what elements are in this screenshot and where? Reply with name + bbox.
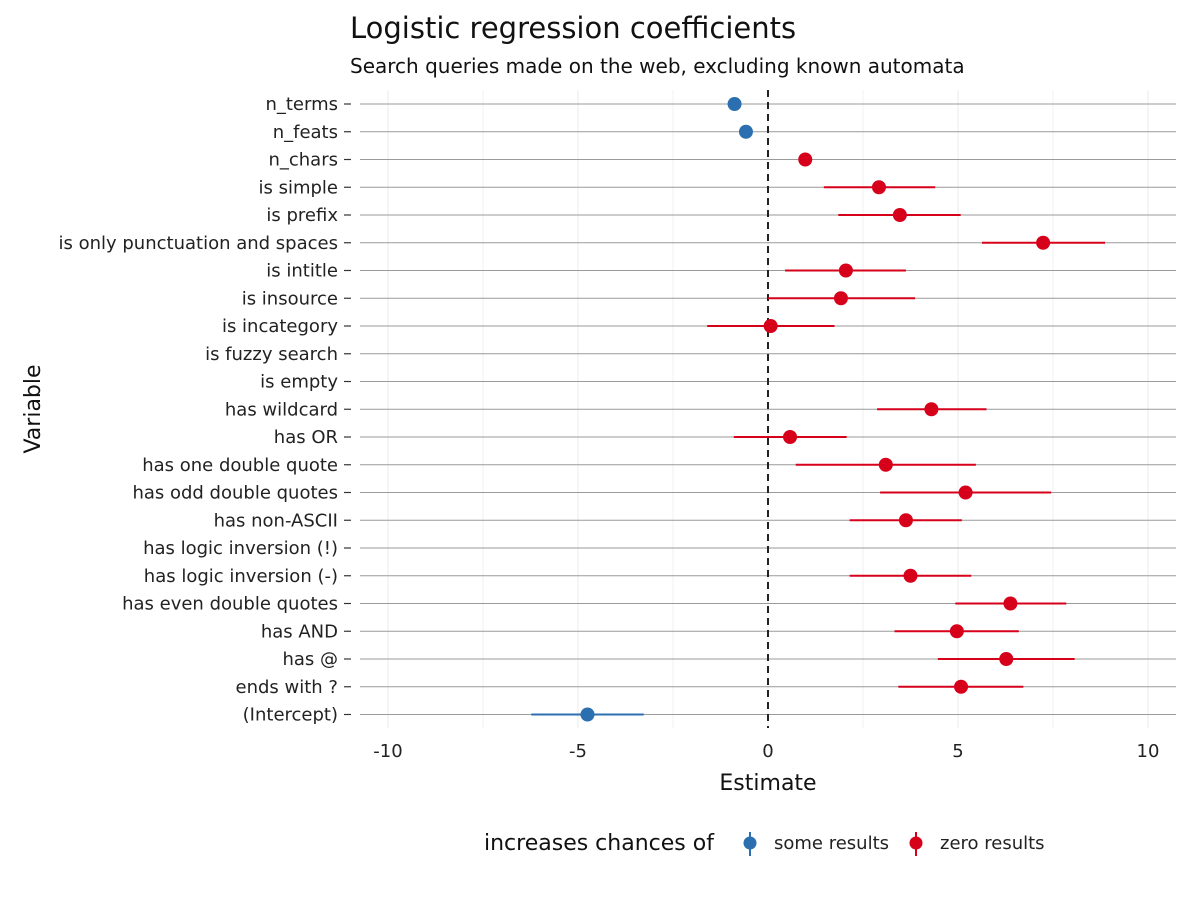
estimate-point [903,568,918,583]
legend-key-point-some-results [743,836,757,850]
estimate-point [763,319,778,333]
legend-item-some-results: some results [743,832,889,856]
estimate-point [798,152,813,167]
y-tick-label: has wildcard [225,399,338,420]
estimate-point [892,208,907,222]
y-tick-label: is insource [242,288,338,309]
chart-title: Logistic regression coefficients [350,11,796,45]
estimate-point [949,624,964,639]
y-tick-label: has logic inversion (-) [144,566,338,587]
estimate-point [580,707,595,722]
x-axis-title: Estimate [719,771,816,796]
y-tick-label: n_feats [273,122,338,143]
estimate-point [1036,235,1051,250]
points [580,97,1051,722]
y-tick-label: is empty [260,372,338,393]
legend-label-zero-results: zero results [940,833,1045,854]
estimate-point [871,180,886,195]
y-axis-title: Variable [21,364,46,453]
x-axis-labels: -10 -5 0 5 10 [373,741,1159,762]
estimate-point [1003,596,1018,611]
x-tick-label: 10 [1137,741,1160,762]
y-tick-label: ends with ? [236,677,338,698]
legend-label-some-results: some results [774,833,889,854]
y-tick-label: (Intercept) [243,705,338,726]
y-tick-label: n_terms [265,94,338,115]
y-tick-label: has even double quotes [122,594,338,615]
x-tick-label: -10 [373,741,402,762]
x-tick-label: -5 [569,741,587,762]
y-tick-label: is prefix [266,205,338,226]
estimate-point [958,485,973,500]
y-tick-label: is simple [258,177,338,198]
y-tick-label: is intitle [266,261,338,282]
estimate-point [999,652,1014,666]
y-tick-label: is fuzzy search [205,344,338,365]
x-tick-label: 5 [952,741,963,762]
y-tick-label: n_chars [268,150,338,171]
y-tick-label: is only punctuation and spaces [58,233,338,254]
y-tick-label: has non-ASCII [214,510,338,531]
estimate-point [878,457,893,472]
estimate-point [727,97,742,111]
grid [344,90,1176,728]
y-tick-label: has @ [282,649,338,670]
y-tick-label: has one double quote [142,455,338,476]
chart-subtitle: Search queries made on the web, excludin… [350,54,965,78]
legend-key-point-zero-results [909,836,923,850]
estimate-point [954,679,969,694]
estimate-point [924,402,939,417]
x-tick-label: 0 [762,741,773,762]
estimate-point [833,291,848,306]
estimate-point [898,513,913,528]
y-tick-label: has AND [261,621,338,642]
legend: increases chances of some results zero r… [484,831,1045,856]
estimate-point [838,263,853,278]
legend-title: increases chances of [484,831,715,856]
y-tick-label: has logic inversion (!) [143,538,338,559]
estimate-point [783,430,798,444]
y-tick-label: has odd double quotes [132,483,338,504]
y-tick-label: has OR [274,427,338,448]
estimate-point [738,124,753,139]
y-tick-label: is incategory [222,316,338,337]
error-bars [531,186,1106,716]
legend-item-zero-results: zero results [909,832,1045,856]
